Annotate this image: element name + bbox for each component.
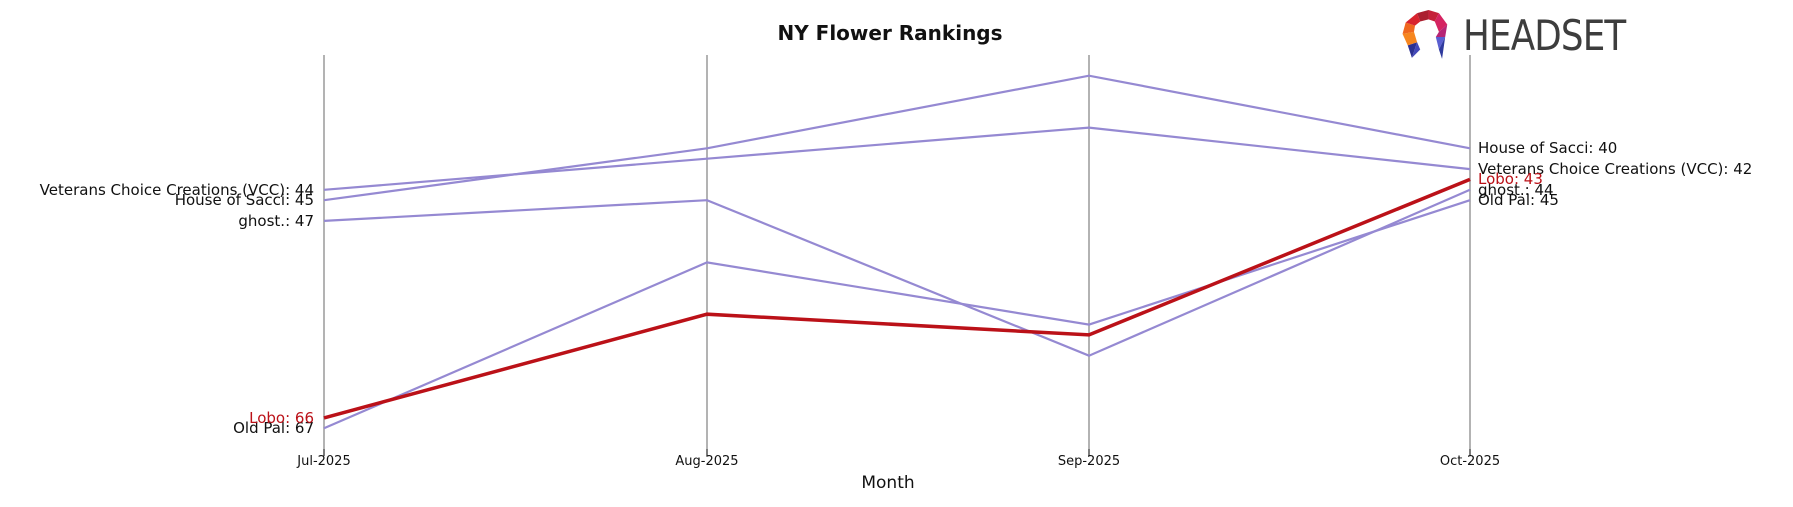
endpoint-label-right: ghost.: 44 (1478, 180, 1554, 199)
endpoint-label-left: House of Sacci: 45 (174, 191, 314, 210)
headset-logo-icon (1402, 10, 1448, 59)
month-tick-label: Jul-2025 (297, 454, 351, 469)
series-line-old-pal (323, 199, 1471, 430)
endpoint-label-right: Lobo: 43 (1478, 170, 1543, 189)
series-line-lobo (323, 177, 1471, 420)
endpoint-label-right: House of Sacci: 40 (1478, 139, 1618, 158)
endpoint-label-left: ghost.: 47 (238, 211, 314, 230)
endpoint-label-left: Veterans Choice Creations (VCC): 44 (39, 180, 314, 199)
endpoint-label-left: Old Pal: 67 (233, 419, 314, 438)
month-tick-label: Aug-2025 (675, 454, 739, 469)
headset-logo: HEADSET (1399, 10, 1654, 62)
chart-title: NY Flower Rankings (777, 21, 1003, 45)
month-tick-label: Sep-2025 (1057, 454, 1121, 469)
series-line-veterans-choice-creations-vcc (323, 126, 1471, 191)
headset-logo-text: HEADSET (1463, 11, 1626, 60)
month-tick-label: Oct-2025 (1439, 454, 1501, 469)
endpoint-label-right: Old Pal: 45 (1478, 191, 1559, 210)
endpoint-label-right: Veterans Choice Creations (VCC): 42 (1478, 160, 1753, 179)
endpoint-label-left: Lobo: 66 (249, 408, 314, 427)
series-line-house-of-sacci (323, 74, 1471, 202)
series-line-ghost (323, 188, 1471, 357)
x-axis-title: Month (861, 473, 915, 493)
